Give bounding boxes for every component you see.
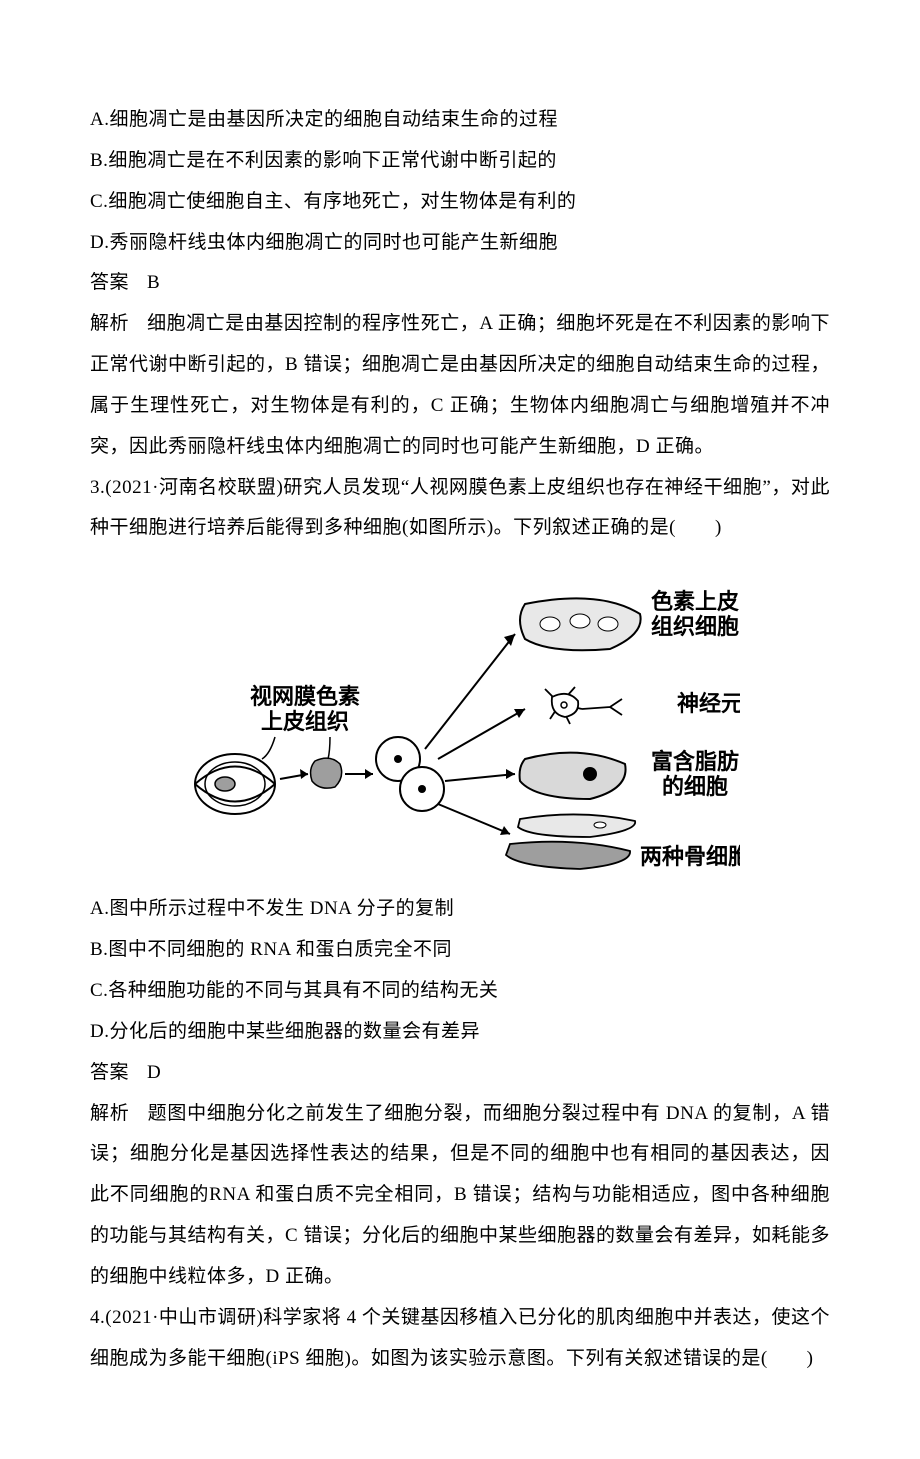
arrow-to-epithelium-icon	[425, 634, 515, 749]
q2-option-d: D.秀丽隐杆线虫体内细胞凋亡的同时也可能产生新细胞	[90, 223, 830, 264]
q3-figure: 视网膜色素 上皮组织 色素上皮 组织细胞 神经元 富含脂肪 的细胞 两种骨细胞	[180, 559, 740, 879]
tissue-fragment-icon	[311, 758, 342, 788]
arrowhead-f-icon	[506, 769, 515, 779]
q2-option-b: B.细胞凋亡是在不利因素的影响下正常代谢中断引起的	[90, 141, 830, 182]
q3-option-b: B.图中不同细胞的 RNA 和蛋白质完全不同	[90, 930, 830, 971]
figure-label-r3-bottom: 的细胞	[662, 774, 728, 799]
label-pointer-2-icon	[328, 737, 330, 759]
figure-label-r3-top: 富含脂肪	[651, 749, 739, 774]
figure-label-r1-bottom: 组织细胞	[651, 614, 739, 639]
q2-answer-value: B	[147, 272, 160, 293]
pigment-epithelium-icon	[520, 599, 641, 651]
arrow-to-fat-icon	[445, 774, 515, 781]
q3-answer-label: 答案	[90, 1062, 129, 1083]
bone-cells-icon	[506, 815, 635, 870]
q3-stem: 3.(2021·河南名校联盟)研究人员发现“人视网膜色素上皮组织也存在神经干细胞…	[90, 468, 830, 550]
fat-cell-icon	[520, 753, 626, 799]
q2-answer-label: 答案	[90, 272, 129, 293]
figure-label-left-bottom: 上皮组织	[261, 709, 349, 734]
figure-label-left-top: 视网膜色素	[250, 684, 360, 709]
q3-option-d: D.分化后的细胞中某些细胞器的数量会有差异	[90, 1012, 830, 1053]
q4-stem: 4.(2021·中山市调研)科学家将 4 个关键基因移植入已分化的肌肉细胞中并表…	[90, 1298, 830, 1380]
q2-explain-text: 细胞凋亡是由基因控制的程序性死亡，A 正确；细胞坏死是在不利因素的影响下正常代谢…	[90, 313, 830, 457]
neuron-icon	[545, 687, 622, 724]
q2-explain: 解析细胞凋亡是由基因控制的程序性死亡，A 正确；细胞坏死是在不利因素的影响下正常…	[90, 304, 830, 467]
figure-label-r4: 两种骨细胞	[640, 844, 740, 869]
q3-option-c: C.各种细胞功能的不同与其具有不同的结构无关	[90, 971, 830, 1012]
figure-label-r1-top: 色素上皮	[651, 589, 739, 614]
q3-explain-text: 题图中细胞分化之前发生了细胞分裂，而细胞分裂过程中有 DNA 的复制，A 错误；…	[90, 1103, 830, 1287]
arrowhead-e-icon	[504, 634, 515, 646]
q3-explain-label: 解析	[90, 1103, 129, 1124]
q3-answer-row: 答案 D	[90, 1053, 830, 1094]
q2-explain-label: 解析	[90, 313, 129, 334]
q2-option-a: A.细胞凋亡是由基因所决定的细胞自动结束生命的过程	[90, 100, 830, 141]
figure-label-r2: 神经元	[677, 691, 740, 716]
q3-explain: 解析题图中细胞分化之前发生了细胞分裂，而细胞分裂过程中有 DNA 的复制，A 错…	[90, 1094, 830, 1298]
arrow-to-bone-icon	[438, 804, 510, 834]
q2-answer-row: 答案 B	[90, 263, 830, 304]
q3-option-a: A.图中所示过程中不发生 DNA 分子的复制	[90, 889, 830, 930]
stem-cells-icon	[376, 737, 444, 811]
q2-option-c: C.细胞凋亡使细胞自主、有序地死亡，对生物体是有利的	[90, 182, 830, 223]
eye-icon	[195, 754, 275, 814]
q3-answer-value: D	[147, 1062, 161, 1083]
arrowhead-2-icon	[365, 769, 373, 779]
arrowhead-1-icon	[300, 769, 308, 779]
label-pointer-1-icon	[262, 737, 275, 759]
